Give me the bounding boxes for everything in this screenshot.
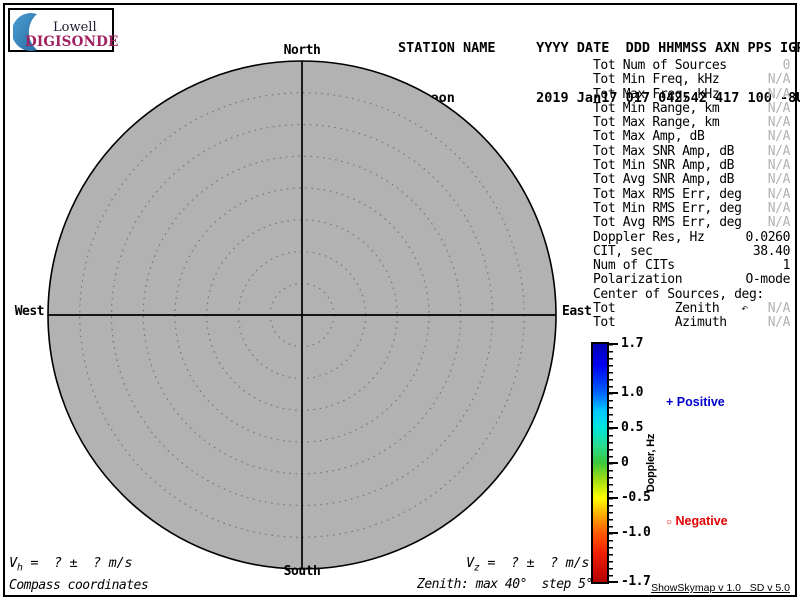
legend-negative: ○ Negative [666, 514, 728, 528]
stat-row-doppler-res: Doppler Res, Hz 0.0260 [593, 229, 790, 245]
horizontal-velocity-readout: Vh = ? ± ? m/s [9, 555, 133, 574]
circle-marker-icon: ○ [666, 517, 673, 528]
vertical-velocity-readout: Vz = ? ± ? m/s [466, 555, 590, 574]
stat-row-cit: CIT, sec 38.40 [593, 243, 790, 259]
plus-marker-icon: + [666, 395, 674, 409]
colorbar-tick [609, 532, 618, 534]
mouse-cursor-icon: ↶ [741, 301, 749, 315]
colorbar-tick-label: -0.5 [621, 490, 651, 505]
colorbar-tick [609, 581, 618, 583]
skymap-polar-plot [47, 60, 557, 570]
colorbar-tick-label: 0 [621, 455, 629, 470]
stat-row-max-amp: Tot Max Amp, dB N/A [593, 129, 790, 145]
stat-row-num-cits: Num of CITs 1 [593, 258, 790, 274]
stat-row-num-sources: Tot Num of Sources 0 [593, 58, 790, 73]
colorbar-tick-label: 1.7 [621, 336, 643, 351]
crosshair-axes [48, 61, 556, 569]
logo-digisonde-text: DIGISONDE [25, 34, 119, 50]
colorbar-tick-label: 1.0 [621, 385, 643, 400]
stat-row-avg-rms: Tot Avg RMS Err, deg N/A [593, 215, 790, 231]
stat-row-max-freq: Tot Max Freq, kHz N/A [593, 86, 790, 102]
zenith-scale-note: Zenith: max 40° step 5° [417, 577, 593, 592]
stat-row-center-azimuth: Tot Azimuth N/A [593, 315, 790, 331]
colorbar-tick-label: -1.0 [621, 525, 651, 540]
legend-negative-label: Negative [675, 514, 728, 528]
stat-row-min-freq: Tot Min Freq, kHz N/A [593, 72, 790, 88]
doppler-colorbar [591, 342, 609, 584]
coordinate-system-note: Compass coordinates [9, 578, 149, 593]
legend-positive: + Positive [666, 395, 725, 409]
stat-row-center-header: Center of Sources, deg: [593, 286, 764, 302]
logo-lowell-text: Lowell [53, 20, 97, 35]
colorbar-axis-title: Doppler, Hz [645, 433, 657, 493]
colorbar-tick [609, 343, 618, 345]
colorbar-tick [609, 392, 618, 394]
colorbar-tick-label: -1.7 [621, 574, 651, 589]
stat-row-center-zenith: Tot Zenith N/A [593, 301, 790, 317]
totals-stats-panel: Tot Num of Sources 0 Tot Min Freq, kHz N/A… [593, 58, 790, 331]
doppler-colorbar-gradient [593, 344, 607, 582]
stat-row-min-snr: Tot Min SNR Amp, dB N/A [593, 158, 790, 174]
stat-row-polarization: Polarization O-mode [593, 272, 790, 288]
colorbar-tick [609, 497, 618, 499]
stat-row-min-rms: Tot Min RMS Err, deg N/A [593, 200, 790, 216]
station-header-columns: STATION NAME YYYY DATE DDD HHMMSS AXN PP… [398, 40, 800, 56]
colorbar-tick [609, 462, 618, 464]
stat-row-avg-snr: Tot Avg SNR Amp, dB N/A [593, 172, 790, 188]
stat-row-max-rms: Tot Max RMS Err, deg N/A [593, 186, 790, 202]
legend-positive-label: Positive [676, 395, 725, 409]
showskymap-version-link[interactable]: ShowSkymap v 1.0 SD v 5.0 [651, 582, 790, 594]
compass-label-west: West [14, 304, 45, 319]
compass-label-south: South [283, 564, 321, 579]
compass-label-north: North [283, 43, 321, 58]
colorbar-tick-label: 0.5 [621, 420, 643, 435]
crescent-icon [13, 13, 37, 51]
colorbar-tick [609, 427, 618, 429]
stat-row-min-range: Tot Min Range, km N/A [593, 100, 790, 116]
stat-row-max-range: Tot Max Range, km N/A [593, 115, 790, 131]
compass-label-east: East [562, 304, 592, 319]
lowell-digisonde-logo: Lowell DIGISONDE [8, 8, 118, 52]
stat-row-max-snr: Tot Max SNR Amp, dB N/A [593, 143, 790, 159]
